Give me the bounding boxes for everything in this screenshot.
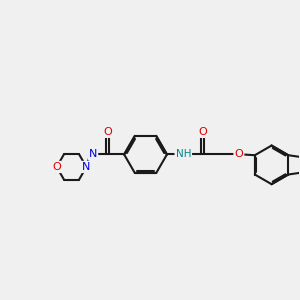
Text: O: O bbox=[235, 149, 243, 160]
Text: O: O bbox=[52, 162, 61, 172]
Text: O: O bbox=[103, 127, 112, 137]
Text: O: O bbox=[198, 127, 207, 137]
Text: N: N bbox=[89, 149, 97, 160]
Text: NH: NH bbox=[176, 149, 191, 160]
Text: N: N bbox=[82, 162, 91, 172]
